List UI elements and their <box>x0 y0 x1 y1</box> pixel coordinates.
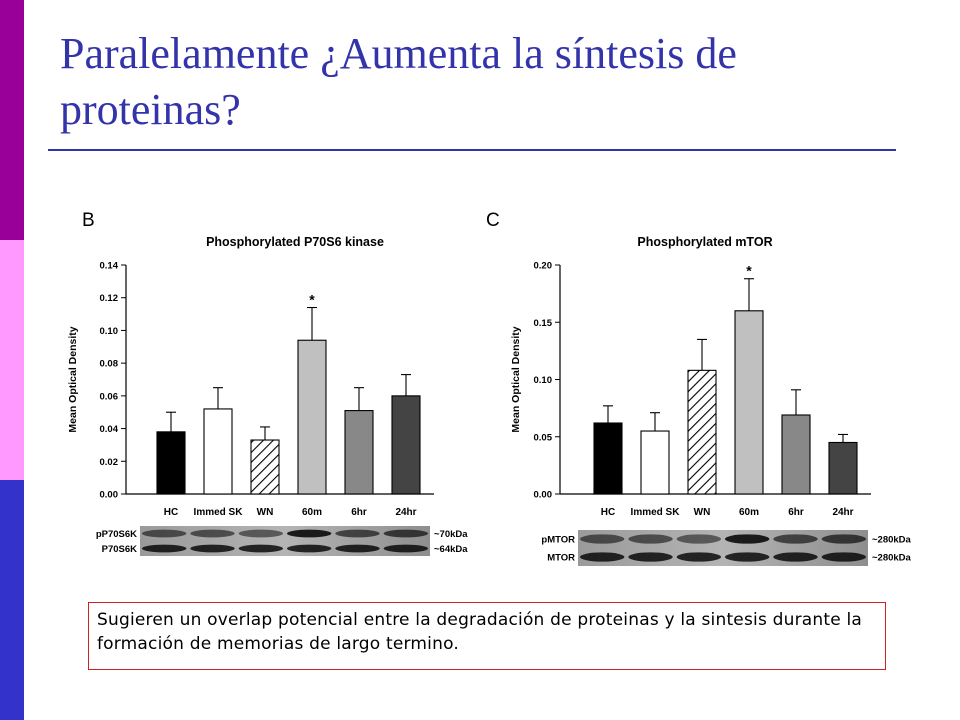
y-tick-label: 0.04 <box>100 424 119 435</box>
category-label: Immed SK <box>194 507 244 518</box>
bar <box>640 430 670 495</box>
y-tick-label: 0.02 <box>100 457 119 468</box>
category-label: WN <box>257 507 274 518</box>
blot-band <box>335 529 380 538</box>
y-tick-label: 0.12 <box>100 293 119 304</box>
figure-panels: B Phosphorylated P70S6 kinase 0.00 0.02 0.04… <box>67 210 912 566</box>
category-label: HC <box>164 507 178 518</box>
blot-band <box>579 534 625 544</box>
blot-band <box>821 552 867 562</box>
significance-marker: * <box>746 263 752 279</box>
blot-band <box>821 534 867 544</box>
blot-label: pMTOR <box>541 535 575 546</box>
y-tick-label: 0.20 <box>534 261 553 272</box>
bar <box>391 395 421 495</box>
y-tick-label: 0.15 <box>534 318 553 329</box>
category-label: WN <box>694 507 711 518</box>
category-label: 6hr <box>351 507 367 518</box>
blot-size-label: ~280kDa <box>872 553 912 564</box>
category-label: 6hr <box>788 507 804 518</box>
y-tick-label: 0.10 <box>534 375 553 386</box>
blot-band <box>286 544 332 553</box>
y-tick-label: 0.05 <box>534 432 553 443</box>
y-axis-label: Mean Optical Density <box>510 326 522 432</box>
blot-band <box>335 544 380 553</box>
category-label: 24hr <box>832 507 853 518</box>
accent-strip-top <box>0 0 24 240</box>
blot-size-label: ~280kDa <box>872 535 912 546</box>
blot-label: P70S6K <box>102 544 138 555</box>
blot-image <box>578 530 868 566</box>
y-tick-label: 0.00 <box>100 490 119 501</box>
category-label: Immed SK <box>631 507 681 518</box>
blot-band <box>383 529 429 538</box>
blot-band <box>383 544 429 553</box>
bar <box>297 339 327 495</box>
bar <box>687 369 717 495</box>
blot-label: pP70S6K <box>96 529 137 540</box>
blot-band <box>238 529 284 538</box>
y-tick-label: 0.00 <box>534 490 553 501</box>
blot-image <box>140 526 430 556</box>
blot-band <box>773 534 818 544</box>
blot-band <box>190 529 235 538</box>
category-label: 60m <box>302 507 322 518</box>
bar <box>593 422 623 495</box>
y-tick-label: 0.08 <box>100 359 119 370</box>
bar <box>203 408 233 495</box>
slide-title: Paralelamente ¿Aumenta la síntesis de pr… <box>60 29 737 134</box>
category-label: HC <box>601 507 615 518</box>
significance-marker: * <box>309 292 315 308</box>
blot-band <box>190 544 235 553</box>
chart-title: Phosphorylated mTOR <box>637 235 772 249</box>
category-label: 24hr <box>395 507 416 518</box>
blot-label: MTOR <box>547 553 575 564</box>
blot-band <box>724 534 770 544</box>
bar <box>344 410 374 495</box>
blot-band <box>628 534 673 544</box>
y-tick-label: 0.14 <box>100 261 119 272</box>
chart-title: Phosphorylated P70S6 kinase <box>206 235 384 249</box>
blot-band <box>628 552 673 562</box>
category-label: 60m <box>739 507 759 518</box>
accent-strip-middle <box>0 240 24 480</box>
bar <box>828 441 858 495</box>
blot-band <box>676 552 722 562</box>
blot-band <box>238 544 284 553</box>
bar <box>250 439 280 495</box>
bar <box>781 414 811 495</box>
panel-letter: C <box>486 210 500 231</box>
blot-size-label: ~64kDa <box>434 544 468 555</box>
summary-note: Sugieren un overlap potencial entre la d… <box>88 602 886 670</box>
blot-band <box>676 534 722 544</box>
bar <box>734 310 764 495</box>
blot-band <box>579 552 625 562</box>
y-tick-label: 0.06 <box>100 391 119 402</box>
blot-band <box>286 529 332 538</box>
blot-band <box>724 552 770 562</box>
blot-band <box>773 552 818 562</box>
accent-strip-bottom <box>0 480 24 720</box>
panel-letter: B <box>82 210 95 231</box>
y-axis-label: Mean Optical Density <box>67 326 79 432</box>
blot-size-label: ~70kDa <box>434 529 468 540</box>
blot-band <box>141 544 187 553</box>
blot-band <box>141 529 187 538</box>
bar <box>156 431 186 495</box>
title-underline <box>48 149 896 151</box>
chart-panel-c: C Phosphorylated mTOR 0.00 0.05 0.10 0.15 0.20… <box>486 210 912 566</box>
y-tick-label: 0.10 <box>100 326 119 337</box>
chart-panel-b: B Phosphorylated P70S6 kinase 0.00 0.02 0.04… <box>67 210 468 556</box>
